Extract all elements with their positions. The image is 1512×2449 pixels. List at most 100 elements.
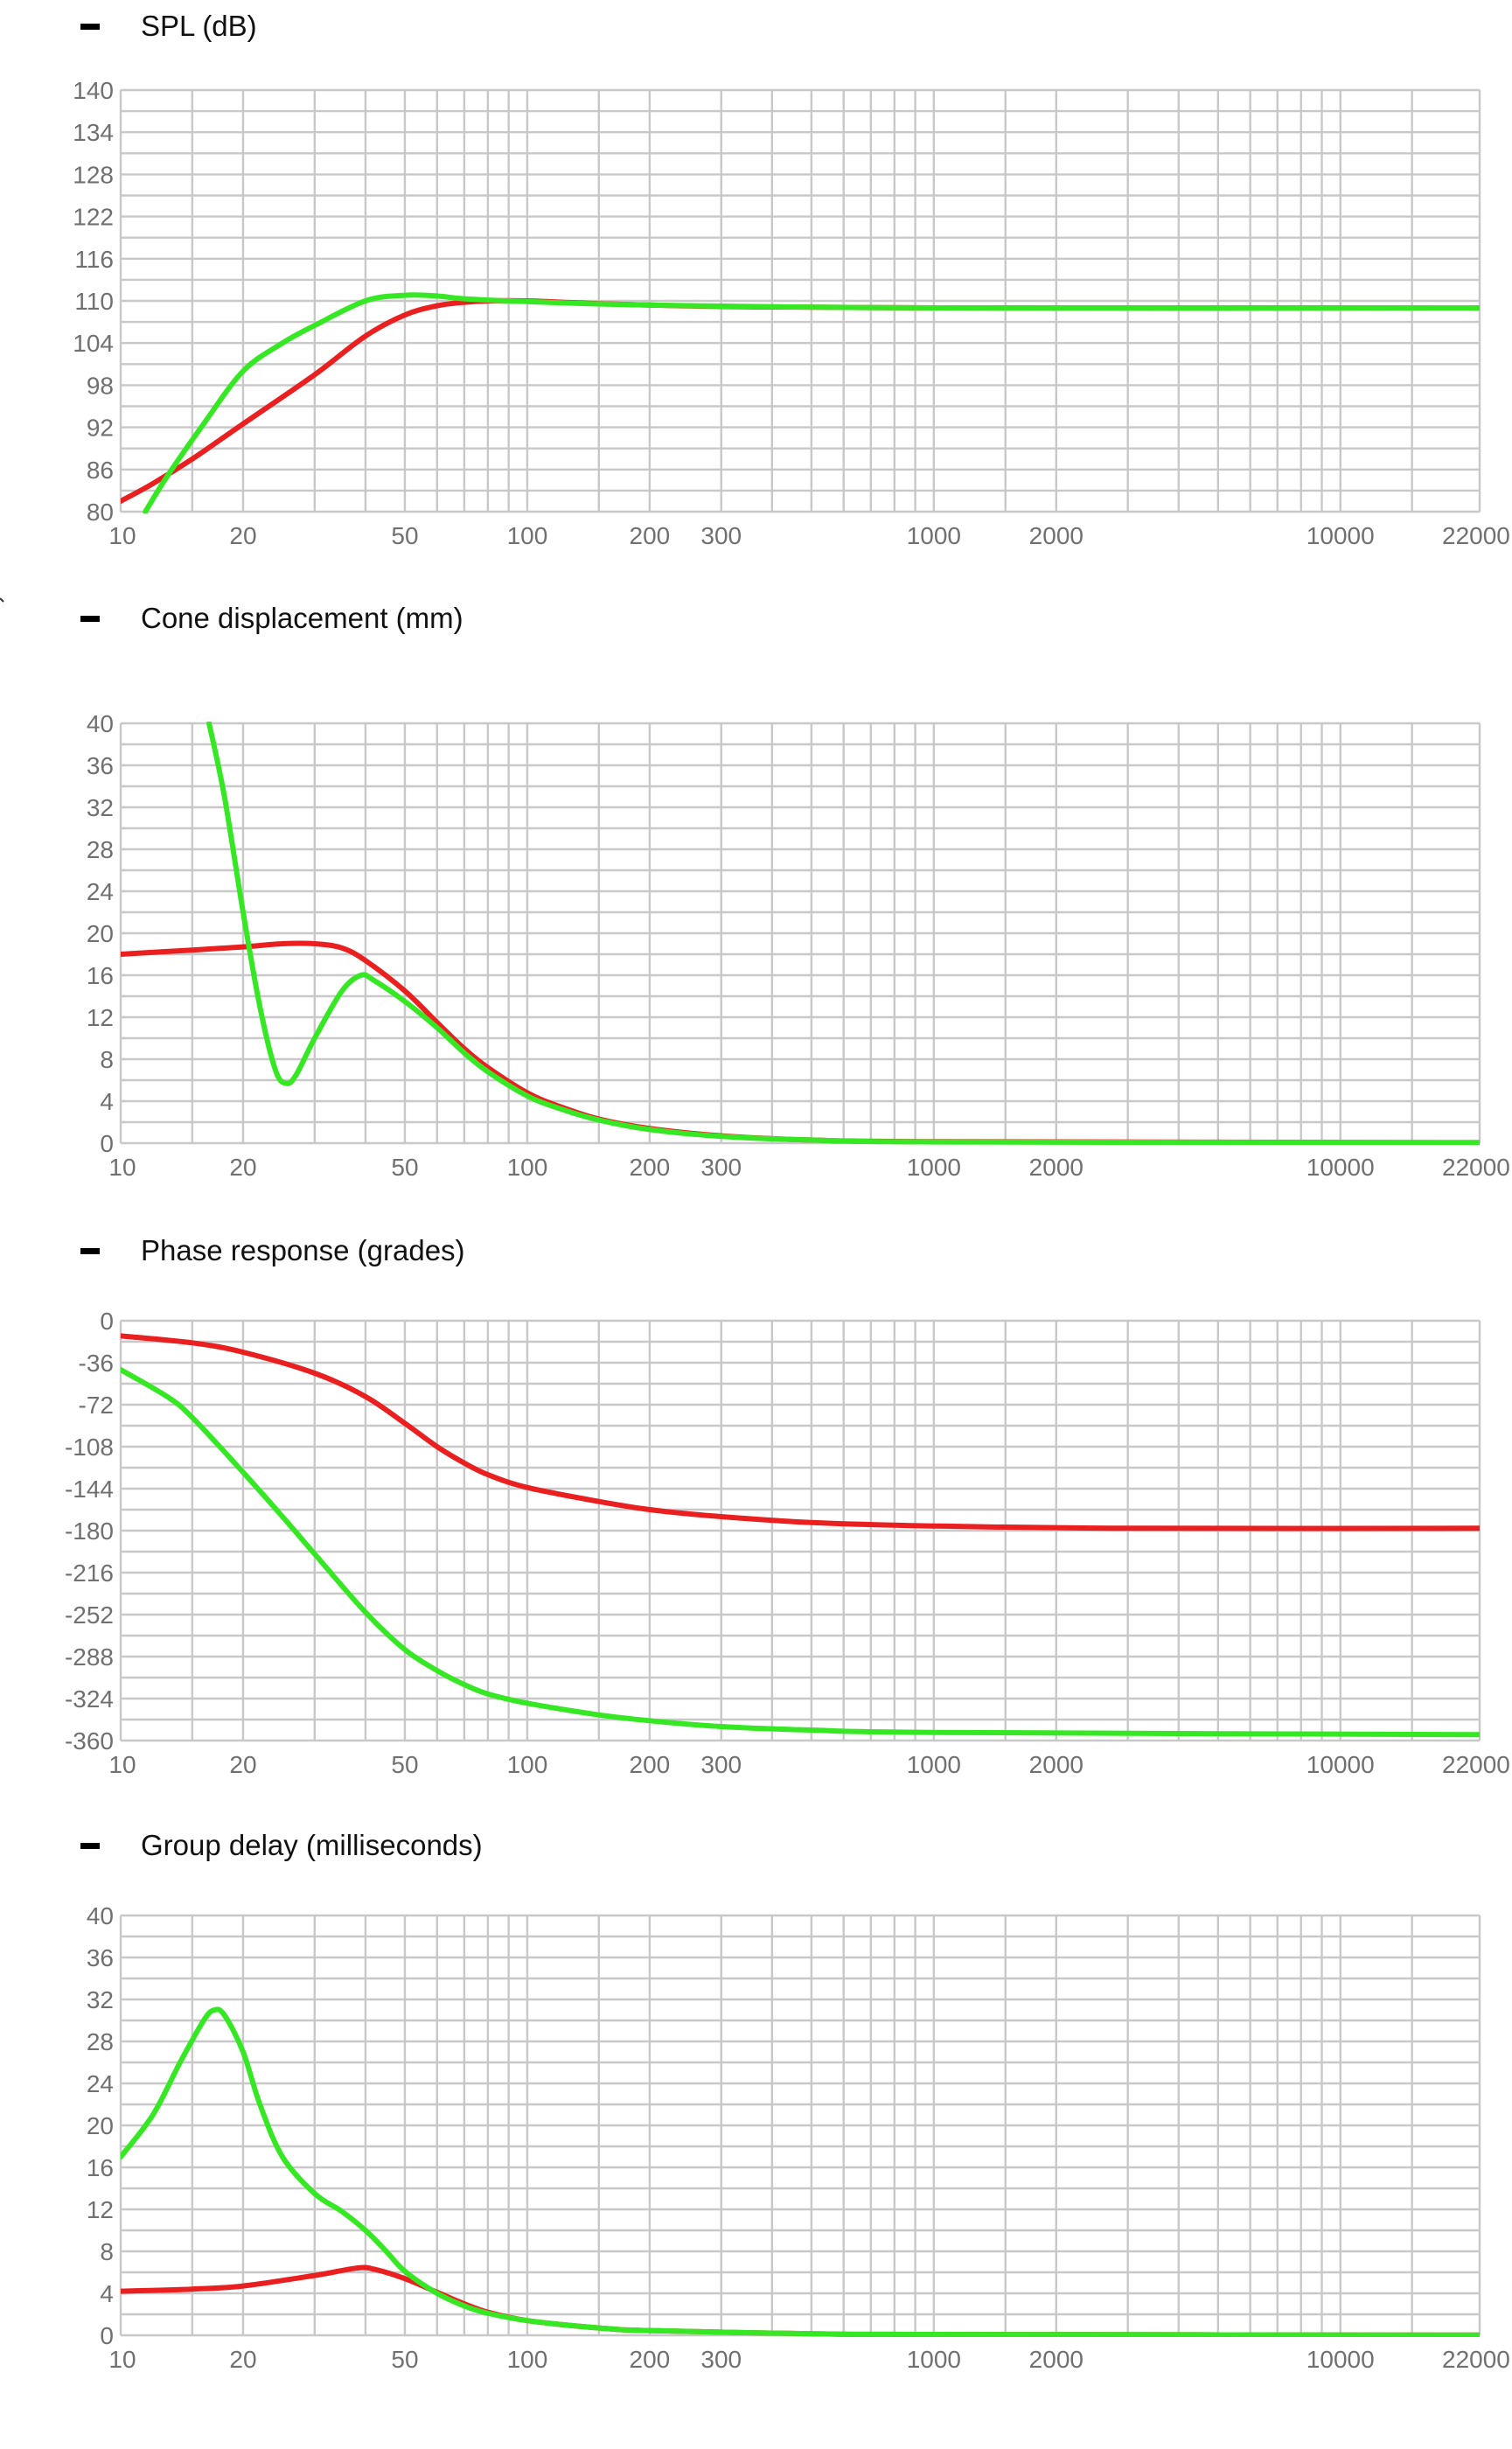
y-tick-label: 0 — [100, 1130, 114, 1157]
y-tick-label: 24 — [87, 878, 114, 905]
chart-title: Phase response (grades) — [141, 1234, 465, 1266]
x-tick-label: 20 — [229, 522, 256, 549]
series-line-red — [121, 1333, 1480, 1531]
y-tick-label: 0 — [100, 2322, 114, 2349]
series-line-green — [143, 292, 1480, 513]
y-tick-label: 0 — [100, 1308, 114, 1335]
y-tick-label: 122 — [73, 204, 114, 231]
y-tick-label: -72 — [79, 1392, 114, 1419]
y-tick-label: 86 — [87, 457, 114, 484]
x-tick-label: 10 — [108, 1154, 136, 1181]
x-tick-label: 10 — [108, 522, 136, 549]
x-tick-label: 50 — [391, 522, 418, 549]
y-tick-label: 134 — [73, 119, 114, 146]
y-tick-label: 128 — [73, 161, 114, 188]
x-tick-label: 100 — [507, 2346, 548, 2373]
chart-header: Cone displacement (mm) — [80, 592, 463, 645]
y-tick-label: -36 — [79, 1350, 114, 1377]
x-tick-label: 10 — [108, 1751, 136, 1778]
chart-grid — [119, 1914, 1481, 2337]
y-tick-label: 16 — [87, 962, 114, 989]
x-tick-label: 2000 — [1029, 1751, 1083, 1778]
y-tick-label: -360 — [65, 1727, 114, 1755]
chart-header: SPL (dB) — [80, 0, 257, 52]
y-tick-label: 28 — [87, 836, 114, 863]
x-tick-label: 200 — [630, 2346, 671, 2373]
y-tick-label: 92 — [87, 415, 114, 442]
x-tick-label: 1000 — [907, 1751, 961, 1778]
x-tick-label: 1000 — [907, 2346, 961, 2373]
edge-mark — [0, 597, 4, 603]
x-tick-label: 22000 — [1442, 2346, 1510, 2373]
y-tick-label: -288 — [65, 1643, 114, 1671]
collapse-dash-icon[interactable] — [80, 23, 100, 30]
y-tick-label: 104 — [73, 330, 114, 357]
x-tick-label: 20 — [229, 1154, 256, 1181]
x-tick-label: 200 — [630, 1154, 671, 1181]
collapse-dash-icon[interactable] — [80, 1842, 100, 1849]
x-tick-label: 100 — [507, 1154, 548, 1181]
x-tick-label: 20 — [229, 2346, 256, 2373]
x-tick-label: 1000 — [907, 1154, 961, 1181]
y-tick-label: 28 — [87, 2028, 114, 2055]
y-tick-label: 12 — [87, 2196, 114, 2223]
collapse-dash-icon[interactable] — [80, 1247, 100, 1254]
x-tick-label: 50 — [391, 2346, 418, 2373]
x-tick-label: 50 — [391, 1751, 418, 1778]
x-tick-label: 200 — [630, 1751, 671, 1778]
x-tick-label: 10000 — [1306, 522, 1375, 549]
series-line-red — [121, 940, 1480, 1145]
y-tick-label: 40 — [87, 710, 114, 737]
x-tick-label: 300 — [700, 1751, 742, 1778]
chart-grid — [119, 88, 1481, 513]
chart-title: Group delay (milliseconds) — [141, 1829, 483, 1861]
x-tick-label: 20 — [229, 1751, 256, 1778]
x-tick-label: 22000 — [1442, 1751, 1510, 1778]
x-tick-label: 2000 — [1029, 2346, 1083, 2373]
y-tick-label: 40 — [87, 1902, 114, 1929]
y-tick-label: -144 — [65, 1476, 114, 1503]
series-line-red — [121, 2264, 1480, 2337]
y-tick-label: 8 — [100, 1046, 114, 1073]
y-tick-label: 16 — [87, 2154, 114, 2181]
chart-grid — [119, 722, 1481, 1145]
chart-header: Group delay (milliseconds) — [80, 1819, 483, 1872]
y-tick-label: 8 — [100, 2238, 114, 2265]
y-tick-label: 4 — [100, 2280, 114, 2307]
x-tick-label: 10000 — [1306, 1751, 1375, 1778]
y-tick-label: 36 — [87, 1944, 114, 1971]
x-tick-label: 2000 — [1029, 1154, 1083, 1181]
x-tick-label: 1000 — [907, 522, 961, 549]
x-tick-label: 300 — [700, 1154, 742, 1181]
y-tick-label: 140 — [73, 77, 114, 104]
series-line-green — [206, 722, 1480, 1145]
y-tick-label: 110 — [74, 288, 114, 315]
x-tick-label: 300 — [700, 522, 742, 549]
y-tick-label: 12 — [87, 1004, 114, 1031]
x-tick-label: 100 — [507, 1751, 548, 1778]
chart-grid — [119, 1319, 1481, 1742]
y-tick-label: -216 — [65, 1559, 114, 1587]
x-tick-label: 10000 — [1306, 1154, 1375, 1181]
chart-header: Phase response (grades) — [80, 1224, 465, 1277]
x-tick-label: 200 — [630, 522, 671, 549]
series-line-red — [121, 297, 1480, 504]
y-tick-label: 4 — [100, 1088, 114, 1115]
x-tick-label: 22000 — [1442, 522, 1510, 549]
y-tick-label: 36 — [87, 752, 114, 779]
y-tick-label: -108 — [65, 1434, 114, 1461]
y-tick-label: 20 — [87, 920, 114, 947]
x-tick-label: 50 — [391, 1154, 418, 1181]
x-tick-label: 10000 — [1306, 2346, 1375, 2373]
y-tick-label: 80 — [87, 499, 114, 526]
y-tick-label: 32 — [87, 1986, 114, 2013]
y-tick-label: 116 — [74, 246, 114, 273]
collapse-dash-icon[interactable] — [80, 615, 100, 622]
y-tick-label: 98 — [87, 372, 114, 399]
y-tick-label: 32 — [87, 794, 114, 821]
y-tick-label: -252 — [65, 1601, 114, 1629]
x-tick-label: 10 — [108, 2346, 136, 2373]
x-tick-label: 100 — [507, 522, 548, 549]
y-tick-label: 24 — [87, 2070, 114, 2097]
